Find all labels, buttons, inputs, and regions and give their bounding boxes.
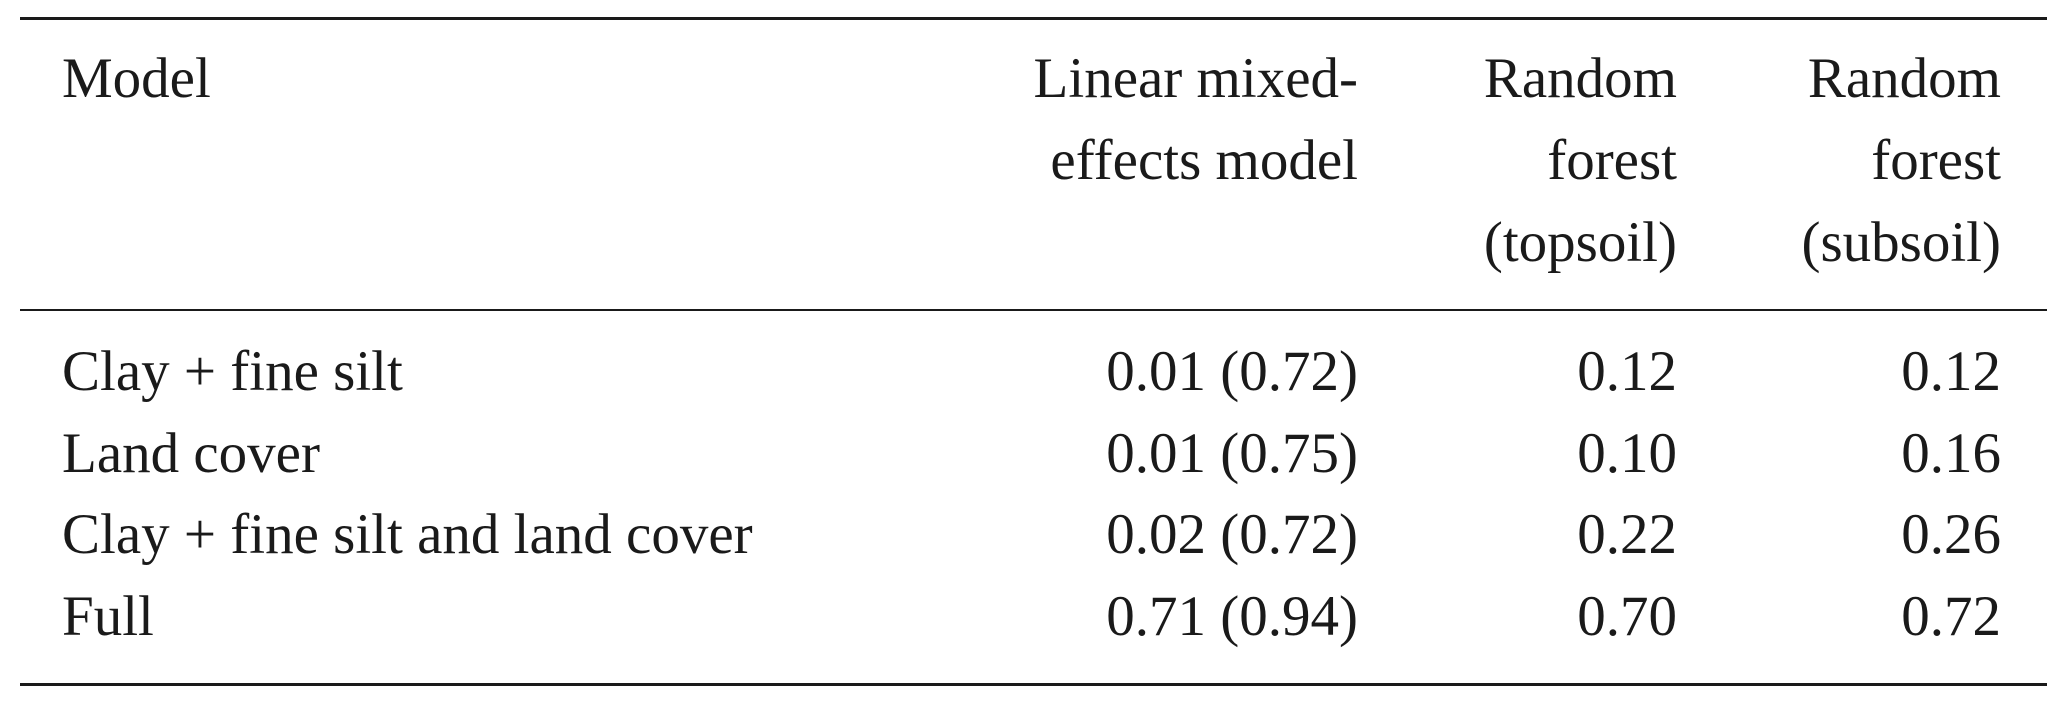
table-cell: 0.71 (0.94)	[1106, 585, 1358, 649]
bottom-rule	[20, 683, 2047, 686]
header-cell: Random	[1807, 47, 2001, 110]
table-cell: 0.22	[1577, 503, 1677, 567]
table-cell: 0.12	[1901, 340, 2001, 403]
header-cell: Model	[62, 47, 211, 110]
mid-rule	[20, 309, 2047, 311]
header-cell: Linear mixed-	[1033, 47, 1358, 110]
row-label: Clay + fine silt	[62, 340, 403, 403]
table-cell: 0.10	[1577, 421, 1677, 485]
row-label: Clay + fine silt and land cover	[62, 503, 753, 567]
top-rule	[20, 17, 2047, 20]
row-label: Land cover	[62, 421, 320, 485]
table-cell: 0.70	[1577, 585, 1677, 649]
table-cell: 0.26	[1901, 503, 2001, 567]
table-cell: 0.12	[1577, 340, 1677, 403]
table-cell: 0.72	[1901, 585, 2001, 649]
header-cell: Random	[1483, 47, 1677, 110]
header-cell: effects model	[1050, 129, 1358, 192]
header-cell: forest	[1547, 129, 1677, 192]
table-cell: 0.01 (0.75)	[1106, 421, 1358, 485]
header-cell: forest	[1871, 129, 2001, 192]
table-cell: 0.01 (0.72)	[1106, 340, 1358, 403]
header-cell: (topsoil)	[1483, 211, 1677, 274]
header-cell: (subsoil)	[1801, 211, 2002, 274]
row-label: Full	[62, 585, 154, 649]
table-cell: 0.02 (0.72)	[1106, 503, 1358, 567]
table-cell: 0.16	[1901, 421, 2001, 485]
